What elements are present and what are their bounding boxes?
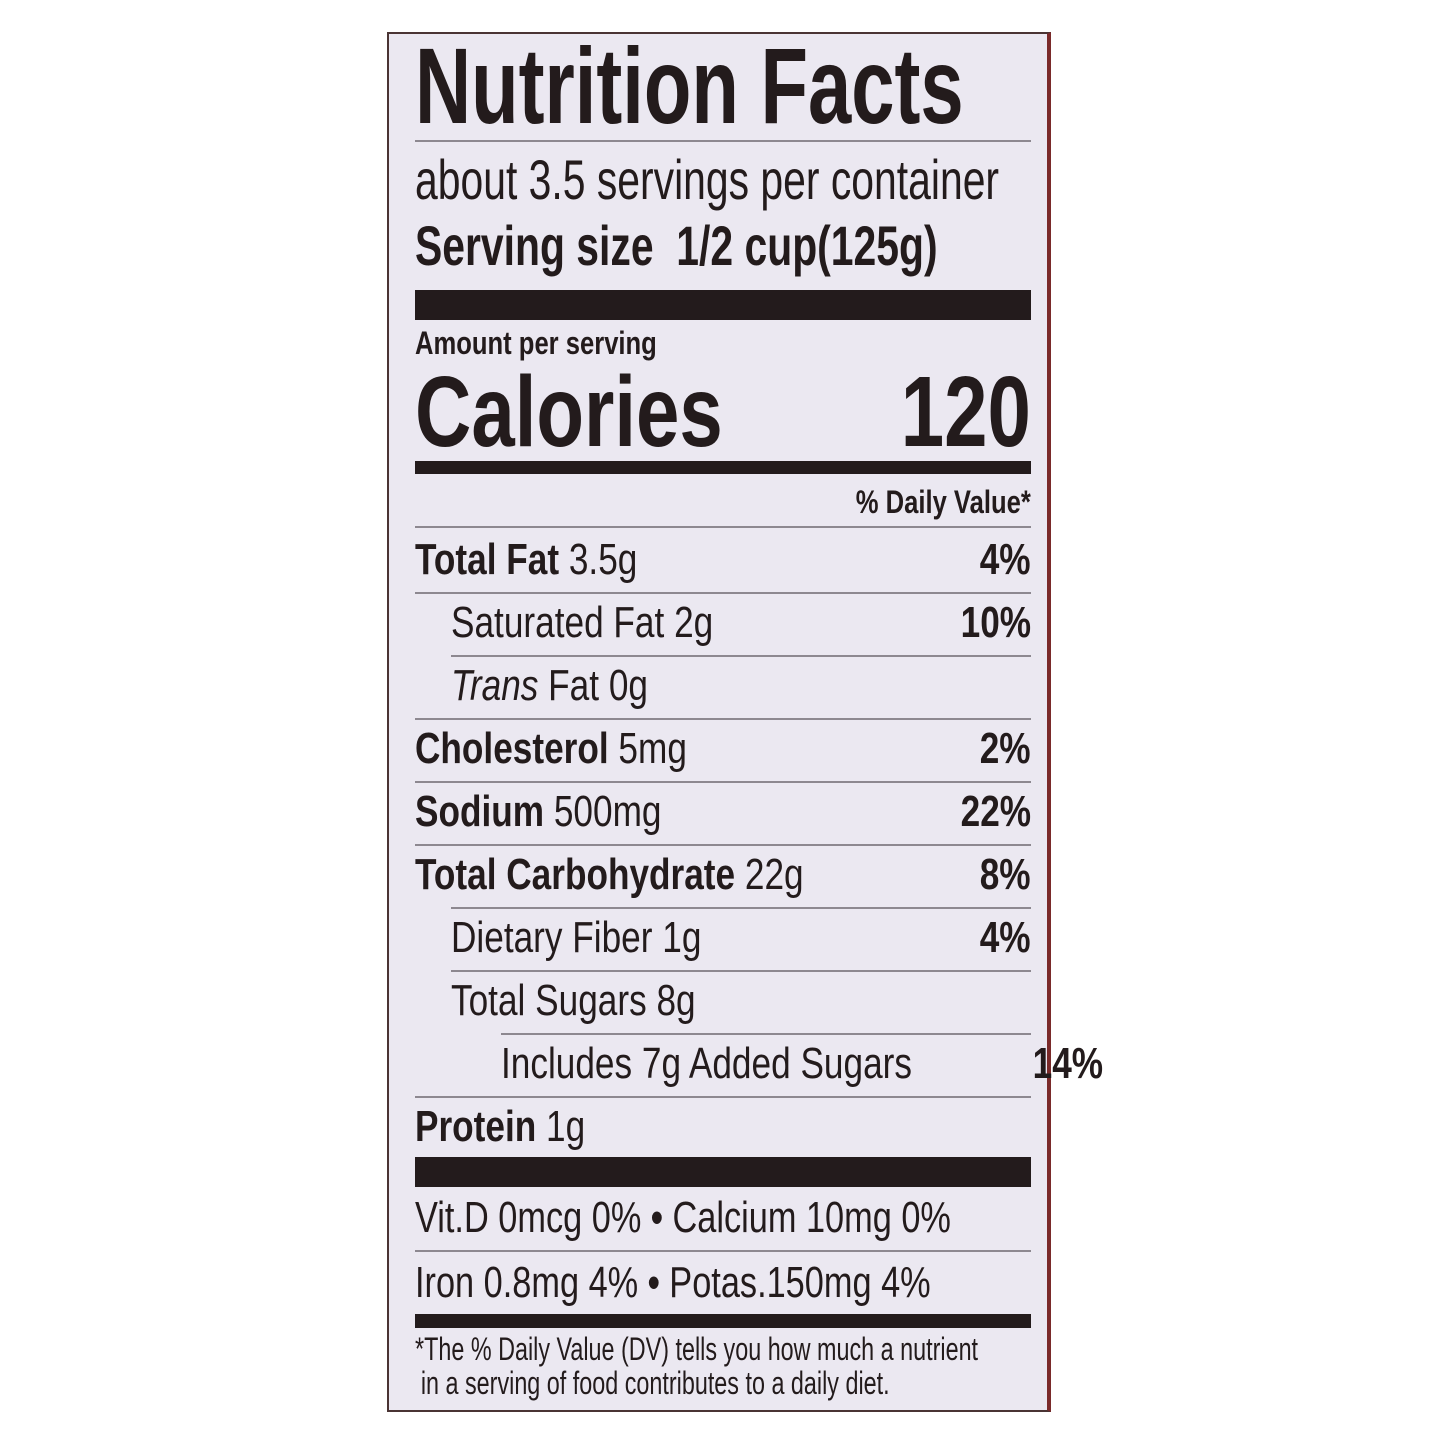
nutrient-row-sodium: Sodium 500mg 22%: [415, 781, 1031, 843]
nutrient-amount: 0g: [608, 661, 648, 710]
calcium: Calcium 10mg 0%: [672, 1193, 951, 1242]
nutrient-name: Total Carbohydrate: [415, 850, 736, 899]
nutrient-dv: 2%: [980, 724, 1031, 773]
serving-size-value: 1/2 cup(125g): [676, 214, 938, 277]
nutrient-row-dietary-fiber: Dietary Fiber 1g 4%: [415, 907, 1031, 969]
nutrient-name: Total Sugars: [451, 976, 647, 1025]
nutrient-amount: 2g: [674, 598, 714, 647]
nutrient-amount: 22g: [744, 850, 804, 899]
thick-divider: [415, 1157, 1031, 1187]
nutrient-name: Total Fat: [415, 535, 560, 584]
nutrient-amount: 1g: [662, 913, 702, 962]
footnote: *The % Daily Value (DV) tells you how mu…: [415, 1332, 1031, 1400]
bullet: •: [650, 1193, 663, 1242]
calories-value: 120: [900, 356, 1031, 468]
vitamins-row-1: Vit.D 0mcg 0% • Calcium 10mg 0%: [415, 1187, 1031, 1249]
nutrient-amount: 1g: [546, 1102, 586, 1151]
label-title: Nutrition Facts: [415, 25, 1031, 146]
divider: [415, 844, 1031, 846]
divider: [415, 140, 1031, 142]
nutrient-dv: 14%: [1032, 1039, 1103, 1088]
calories-row: Calories 120: [415, 356, 1031, 468]
amount-per-serving-text: Amount per serving: [415, 325, 657, 361]
divider: [451, 655, 1031, 657]
nutrient-row-saturated-fat: Saturated Fat 2g 10%: [415, 592, 1031, 654]
nutrient-dv: 22%: [960, 787, 1031, 836]
nutrient-name: Saturated Fat: [451, 598, 665, 647]
nutrient-row-total-sugars: Total Sugars 8g: [415, 970, 1031, 1032]
medium-divider: [415, 461, 1031, 474]
nutrient-dv: 10%: [960, 598, 1031, 647]
medium-divider: [415, 1314, 1031, 1328]
nutrient-row-added-sugars: Includes 7g Added Sugars 14%: [415, 1033, 1103, 1095]
nutrient-name: Cholesterol: [415, 724, 609, 773]
divider: [501, 1033, 1031, 1035]
potassium: Potas.150mg 4%: [669, 1258, 931, 1307]
nutrient-row-protein: Protein 1g: [415, 1096, 1031, 1158]
nutrient-amount: 500mg: [553, 787, 662, 836]
vitamin-d: Vit.D 0mcg 0%: [415, 1193, 642, 1242]
footnote-line-1: *The % Daily Value (DV) tells you how mu…: [415, 1331, 979, 1367]
nutrition-facts-label: Nutrition Facts about 3.5 servings per c…: [387, 25, 1103, 1412]
serving-size-label: Serving size: [415, 214, 654, 277]
divider: [415, 526, 1031, 528]
nutrient-dv: 4%: [980, 535, 1031, 584]
daily-value-text: % Daily Value*: [855, 484, 1031, 520]
divider: [415, 592, 1031, 594]
nutrient-row-cholesterol: Cholesterol 5mg 2%: [415, 718, 1031, 780]
nutrient-name: Protein: [415, 1102, 537, 1151]
iron: Iron 0.8mg 4%: [415, 1258, 639, 1307]
divider: [415, 718, 1031, 720]
nutrient-name: Dietary Fiber: [451, 913, 653, 962]
title-text: Nutrition Facts: [415, 25, 964, 146]
nutrient-row-total-fat: Total Fat 3.5g 4%: [415, 529, 1031, 591]
nutrient-amount: 5mg: [618, 724, 687, 773]
amount-per-serving: Amount per serving: [415, 326, 1031, 360]
serving-size: Serving size 1/2 cup(125g): [415, 216, 1031, 276]
daily-value-header: % Daily Value*: [415, 484, 1031, 520]
vitamins-row-2: Iron 0.8mg 4% • Potas.150mg 4%: [415, 1252, 1031, 1314]
nutrient-dv: 4%: [980, 913, 1031, 962]
nutrient-name-rest: Fat: [548, 661, 600, 710]
calories-label: Calories: [415, 356, 723, 468]
servings-per-container: about 3.5 servings per container: [415, 150, 1031, 210]
divider: [451, 907, 1031, 909]
nutrient-amount: 3.5g: [568, 535, 638, 584]
nutrient-dv: 8%: [980, 850, 1031, 899]
nutrient-row-trans-fat: Trans Fat 0g: [415, 655, 1031, 717]
thick-divider: [415, 290, 1031, 320]
bullet: •: [647, 1258, 660, 1307]
divider: [451, 970, 1031, 972]
divider: [415, 1250, 1031, 1252]
divider: [415, 781, 1031, 783]
nutrient-name: Sodium: [415, 787, 545, 836]
divider: [415, 1096, 1031, 1098]
nutrient-row-total-carbohydrate: Total Carbohydrate 22g 8%: [415, 844, 1031, 906]
servings-text: about 3.5 servings per container: [415, 148, 1000, 211]
nutrient-amount: 8g: [656, 976, 696, 1025]
nutrient-name: Includes 7g Added Sugars: [501, 1039, 912, 1088]
footnote-line-2: in a serving of food contributes to a da…: [420, 1365, 890, 1401]
nutrient-name: Trans: [451, 661, 539, 710]
